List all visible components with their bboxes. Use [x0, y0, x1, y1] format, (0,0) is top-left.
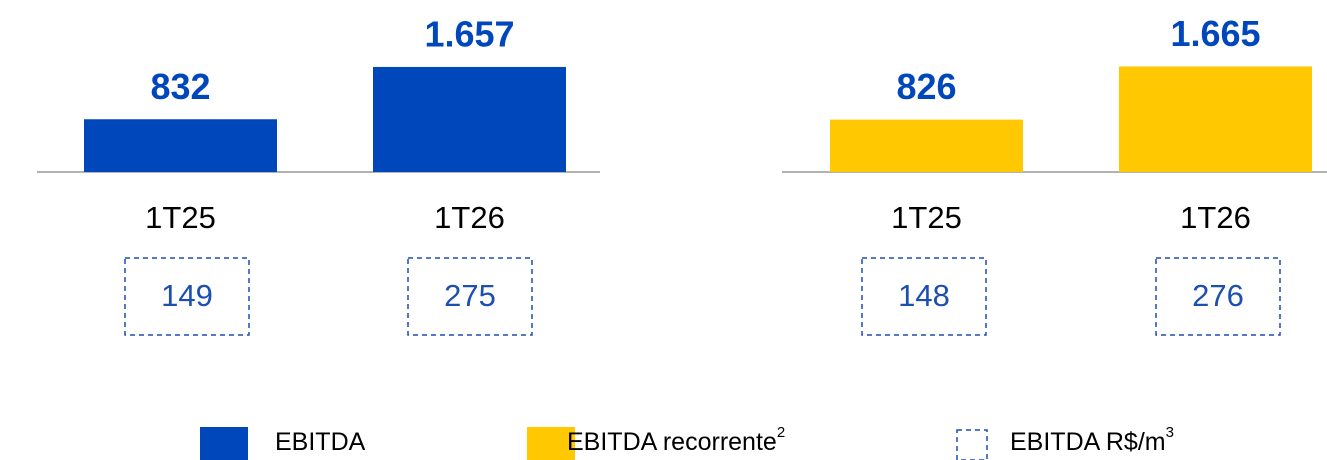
- per-m3-box: [861, 257, 987, 336]
- legend-swatch: [956, 429, 988, 460]
- category-label: 1T26: [1180, 200, 1251, 235]
- category-label: 1T25: [145, 200, 216, 235]
- legend-swatch: [527, 427, 575, 460]
- legend-label: EBITDA recorrente2: [567, 424, 785, 456]
- per-m3-value: 148: [898, 278, 950, 313]
- value-label: 1.665: [1170, 13, 1260, 54]
- legend-superscript: 3: [1166, 424, 1174, 441]
- per-m3-value: 276: [1192, 278, 1244, 313]
- legend-label: EBITDA: [275, 428, 366, 456]
- per-m3-box: [1155, 257, 1281, 336]
- legend-swatch: [200, 427, 248, 460]
- bar: [1119, 66, 1312, 172]
- legend-text: EBITDA recorrente: [567, 428, 777, 456]
- legend-text: EBITDA R$/m: [1010, 428, 1166, 456]
- legend-label: EBITDA R$/m3: [1010, 424, 1174, 456]
- value-label: 826: [896, 66, 956, 107]
- per-m3-value: 275: [444, 278, 496, 313]
- category-label: 1T26: [434, 200, 505, 235]
- per-m3-value: 149: [161, 278, 213, 313]
- legend-text: EBITDA: [275, 428, 366, 456]
- value-label: 832: [150, 66, 210, 107]
- bar: [373, 66, 566, 172]
- per-m3-box: [124, 257, 250, 336]
- per-m3-box: [407, 257, 533, 336]
- category-label: 1T25: [891, 200, 962, 235]
- bar: [84, 119, 277, 172]
- bar: [830, 119, 1023, 172]
- legend-superscript: 2: [777, 424, 785, 441]
- value-label: 1.657: [424, 13, 514, 54]
